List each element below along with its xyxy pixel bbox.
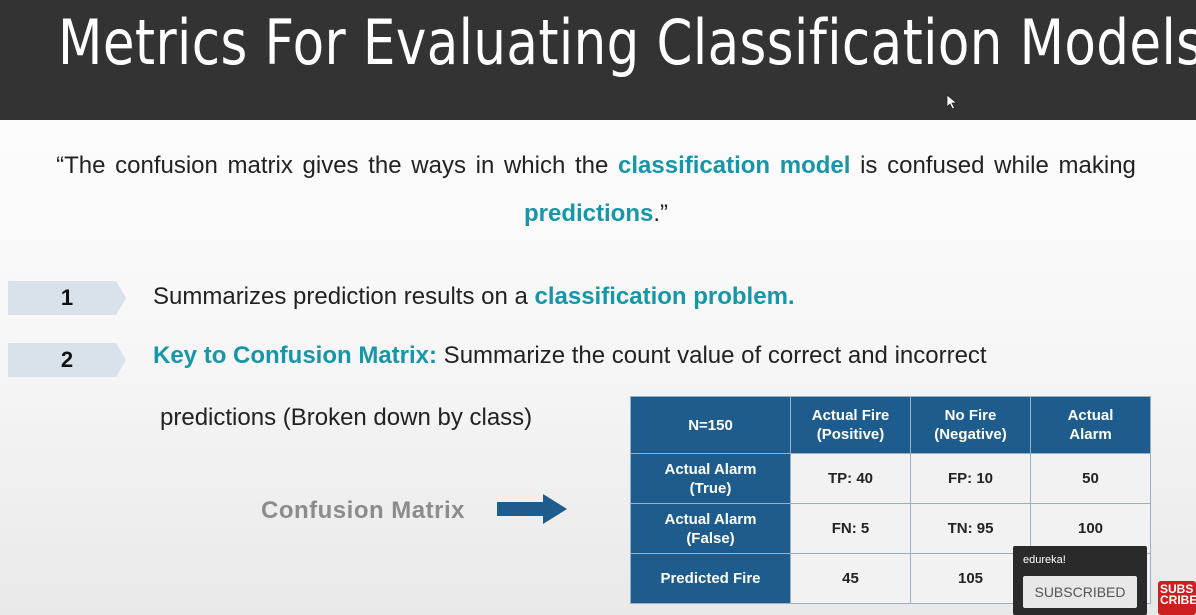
- point-2-body: Summarize the count value of correct and…: [437, 342, 987, 369]
- point-1-number: 1: [60, 285, 74, 310]
- header-line: Alarm: [1069, 426, 1112, 443]
- row-header-line: (False): [686, 529, 735, 547]
- row-header: Actual Alarm (False): [630, 503, 791, 554]
- point-2-highlight: Key to Confusion Matrix:: [153, 342, 438, 369]
- right-arrow-icon: [497, 494, 567, 524]
- confusion-matrix-label: Confusion Matrix: [261, 497, 465, 524]
- subscribed-button[interactable]: SUBSCRIBED: [1023, 576, 1137, 608]
- table-cell: TN: 95: [910, 503, 1031, 554]
- header-line: No Fire: [944, 407, 997, 424]
- point-2-marker: 2: [8, 343, 126, 377]
- subscribe-popup: edureka! SUBSCRIBED: [1013, 546, 1147, 615]
- table-cell: 105: [910, 553, 1031, 604]
- table-cell: 100: [1030, 503, 1151, 554]
- table-cell: TP: 40: [790, 453, 911, 504]
- row-header: Actual Alarm (True): [630, 453, 791, 504]
- table-cell: FN: 5: [790, 503, 911, 554]
- point-1-body: Summarizes prediction results on a: [153, 283, 535, 310]
- point-2-number: 2: [60, 347, 74, 372]
- point-1-highlight: classification problem.: [534, 283, 795, 310]
- header-cell: Actual Fire (Positive): [790, 396, 911, 454]
- channel-name: edureka!: [1023, 554, 1066, 566]
- chevron-tag-icon: [8, 281, 126, 315]
- header-cell: No Fire (Negative): [910, 396, 1031, 454]
- row-header-line: Actual Alarm: [664, 460, 757, 478]
- title-bar: Metrics For Evaluating Classification Mo…: [0, 0, 1196, 120]
- table-cell: FP: 10: [910, 453, 1031, 504]
- header-cell: Actual Alarm: [1030, 396, 1151, 454]
- quote-part-2: is confused while making: [850, 152, 1136, 179]
- table-header-row: N=150 Actual Fire (Positive) No Fire (Nega…: [630, 396, 1151, 454]
- header-line: (Negative): [934, 426, 1007, 443]
- table-cell: 45: [790, 553, 911, 604]
- point-2-text: Key to Confusion Matrix: Summarize the c…: [153, 342, 987, 370]
- header-line: Actual: [1067, 407, 1114, 424]
- quote-part-1: “The confusion matrix gives the ways in …: [56, 152, 619, 179]
- point-2-continuation: predictions (Broken down by class): [160, 404, 533, 431]
- definition-quote: “The confusion matrix gives the ways in …: [16, 142, 1176, 238]
- subscribe-watermark-text: SUBS CRIBE: [1160, 582, 1196, 607]
- row-header-line: (True): [689, 479, 732, 497]
- table-cell: 50: [1030, 453, 1151, 504]
- chevron-tag-icon: [8, 343, 126, 377]
- quote-highlight-2: predictions: [523, 200, 654, 227]
- row-header-line: Actual Alarm: [664, 510, 757, 528]
- slide-title: Metrics For Evaluating Classification Mo…: [58, 6, 1196, 79]
- mouse-pointer-icon: [946, 94, 958, 110]
- table-row: Actual Alarm (True) TP: 40 FP: 10 50: [630, 453, 1151, 504]
- point-1-marker: 1: [8, 281, 126, 315]
- point-1-text: Summarizes prediction results on a class…: [153, 283, 795, 311]
- header-line: Actual Fire: [811, 407, 890, 424]
- table-row: Actual Alarm (False) FN: 5 TN: 95 100: [630, 503, 1151, 554]
- header-n: N=150: [688, 416, 733, 434]
- row-header-line: Predicted Fire: [660, 570, 761, 587]
- quote-highlight-1: classification model: [618, 152, 851, 179]
- quote-part-3: .”: [653, 200, 669, 227]
- subscribe-watermark[interactable]: SUBS CRIBE: [1158, 581, 1196, 615]
- header-cell: N=150: [630, 396, 791, 454]
- header-line: (Positive): [816, 426, 885, 443]
- row-header: Predicted Fire: [630, 553, 791, 604]
